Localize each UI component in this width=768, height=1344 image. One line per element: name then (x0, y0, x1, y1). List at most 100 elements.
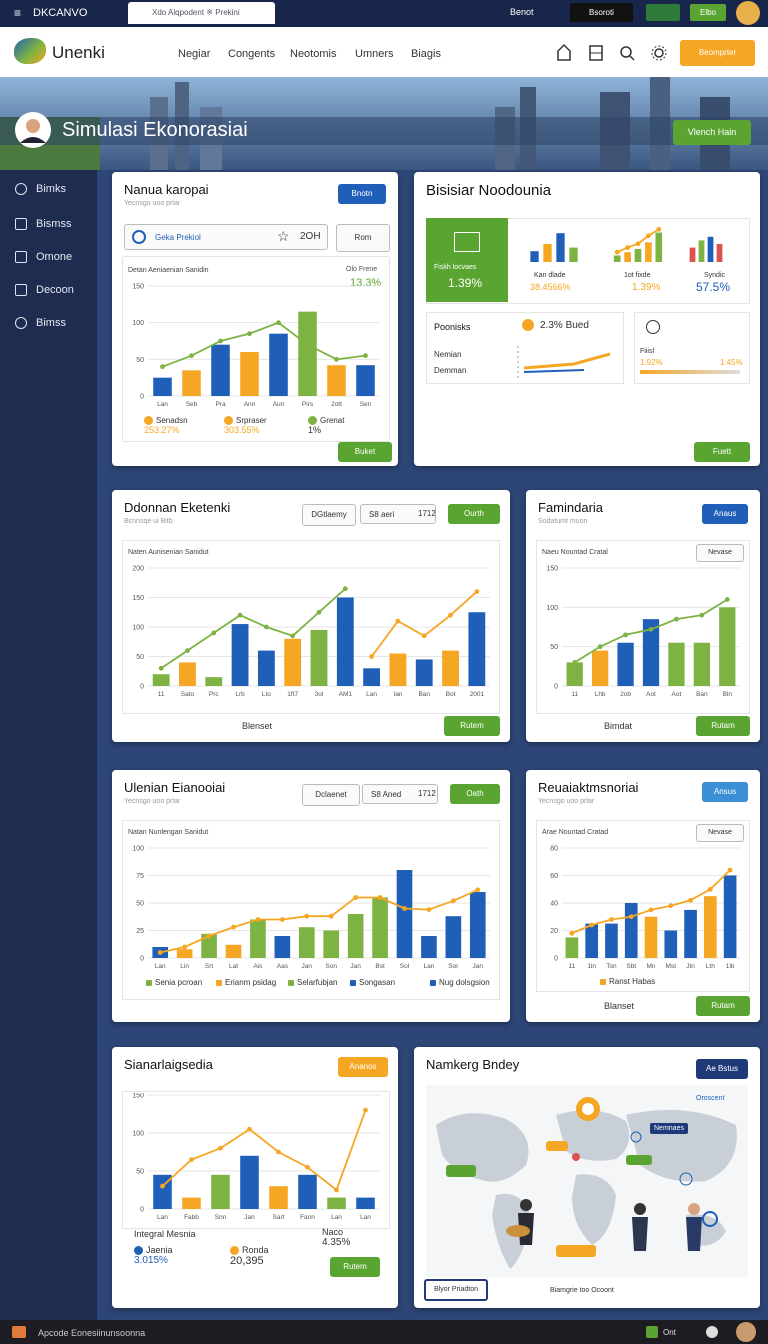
menu-icon[interactable]: ≡ (14, 6, 22, 20)
nav-link[interactable]: Congents (228, 48, 276, 60)
tab[interactable] (128, 2, 275, 24)
gauge-panel (634, 312, 750, 384)
card-button[interactable]: Ansus (702, 782, 748, 802)
line-point (211, 630, 217, 636)
x-tick-label: Bot (446, 691, 456, 698)
star-icon[interactable]: ☆ (277, 228, 290, 244)
row-stat: 2.3% Bued (540, 320, 589, 331)
card-title: Nanua karopai (124, 182, 209, 197)
bar (269, 1186, 288, 1209)
sidebar-item[interactable]: Bimks (36, 183, 66, 195)
status-icon[interactable] (646, 4, 680, 21)
nav-link[interactable]: Neotomis (290, 48, 337, 60)
y-tick-label: 100 (132, 846, 144, 853)
footer-close[interactable] (706, 1326, 718, 1338)
card-button[interactable]: Bnotn (338, 184, 386, 204)
y-tick-label: 100 (132, 625, 144, 632)
mini-label: 1ot fixde (624, 272, 651, 279)
line (161, 1109, 367, 1192)
card-title: Ddonnan Eketenki (124, 500, 231, 515)
dropdown[interactable]: DGtlaemy (302, 504, 356, 526)
nav-link[interactable]: Negiar (178, 48, 211, 60)
bar (323, 930, 340, 958)
avatar[interactable] (736, 1, 760, 25)
y-tick-label: 150 (132, 1093, 144, 1100)
logo: Unenki (52, 43, 105, 62)
x-tick-label: Lan (360, 1214, 371, 1221)
line-point (421, 633, 427, 639)
line-point (727, 867, 733, 873)
line-point (316, 609, 322, 615)
trend-decoration (517, 346, 611, 378)
chart-panel (536, 820, 750, 992)
input-field[interactable]: S8 Aned (362, 784, 438, 804)
card-button[interactable]: Anaus (702, 504, 748, 524)
chart-chip[interactable]: Nevase (696, 824, 744, 842)
legend-label: Srpraser (236, 416, 267, 425)
line-point (334, 1187, 339, 1193)
hero-button[interactable]: Vlench Hain (673, 120, 751, 145)
bar (668, 642, 685, 686)
bar (664, 930, 678, 958)
card-button[interactable]: Ananos (338, 1057, 388, 1077)
bar (347, 914, 364, 958)
card-footer-button[interactable]: Buket (338, 442, 392, 462)
nav-link[interactable]: Umners (355, 48, 394, 60)
search-field[interactable]: Geka Prekiol (124, 224, 328, 250)
card-footer-button[interactable]: Rutam (696, 996, 750, 1016)
input-field[interactable]: S8 aeri (360, 504, 436, 524)
top-button[interactable]: Bsoroti (570, 3, 633, 22)
card-title: Ulenian Eianooiai (124, 780, 226, 795)
bar (182, 1197, 201, 1209)
card-title: Bisisiar Noodounia (426, 182, 552, 199)
card: Famindaria Sodatumt muon Anaus Nevase Na… (526, 490, 760, 742)
x-tick-label: Aot (672, 691, 682, 698)
sidebar-item[interactable]: Omone (36, 251, 73, 263)
action-field[interactable]: Rom (336, 224, 390, 252)
nav-link[interactable]: Biagis (411, 48, 441, 60)
chart-panel (536, 540, 750, 714)
app-name: DKCANVO (33, 7, 88, 19)
card-footer-button[interactable]: Blyor Priadton (424, 1279, 488, 1301)
card-button[interactable]: Ae Bstus (696, 1059, 748, 1079)
y-tick-label: 50 (136, 357, 144, 364)
card-footer-button[interactable]: Rutem (330, 1257, 380, 1277)
card-footer-button[interactable]: Rutem (444, 716, 500, 736)
primary-button[interactable]: Beomprter (680, 40, 755, 66)
line-point (395, 618, 401, 624)
x-tick-label: Srt (205, 963, 214, 970)
dropdown[interactable]: Dclaenet (302, 784, 360, 806)
gauge-end: 1.45% (720, 358, 743, 367)
footer-avatar[interactable] (736, 1322, 756, 1342)
bar (445, 916, 462, 958)
badge[interactable]: Elbo (690, 4, 726, 21)
legend-item: Senadsn 253.27% (144, 416, 188, 435)
sidebar-item[interactable]: Bimss (36, 317, 66, 329)
line-point (597, 644, 603, 650)
x-tick-label: 2ott (331, 401, 342, 408)
line-point (656, 226, 662, 232)
row-icon (522, 319, 534, 331)
line (160, 888, 479, 954)
bar (684, 909, 697, 958)
bar (201, 933, 217, 958)
legend-item: Ronda 20,395 (230, 1245, 269, 1267)
card-footer-button[interactable]: Rutam (696, 716, 750, 736)
x-tick-label: Ann (244, 401, 256, 408)
card-button[interactable]: Oath (450, 784, 500, 804)
chart-chip[interactable]: Nevase (696, 544, 744, 562)
gauge-value: 1.92% (640, 358, 663, 367)
card-footer: Blenset (242, 721, 273, 731)
x-tick-label: 1lb (726, 963, 735, 970)
sidebar-item[interactable]: Bismss (36, 218, 72, 230)
bar (624, 903, 638, 958)
sidebar-item[interactable]: Decoon (36, 284, 74, 296)
bar (327, 365, 346, 396)
header-icons[interactable] (555, 42, 670, 64)
sidebar-icon (15, 284, 27, 296)
legend-dot (430, 979, 436, 986)
card-footer-button[interactable]: Fuett (694, 442, 750, 462)
line-point (674, 616, 679, 622)
card-button[interactable]: Ourth (448, 504, 500, 524)
line-point (255, 917, 261, 922)
